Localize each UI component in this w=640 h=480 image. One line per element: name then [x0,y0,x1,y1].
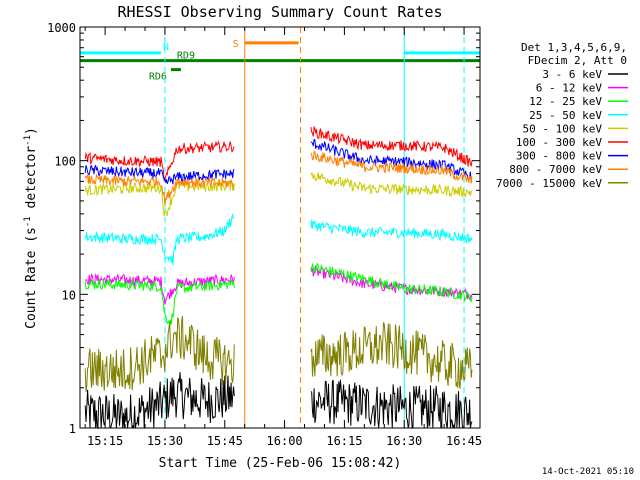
legend-label: 300 - 800 keV [516,150,602,163]
x-tick-label: 15:45 [207,434,243,448]
instrument-state-flags: N RD9 RD6 S [80,39,480,83]
legend-label: 12 - 25 keV [529,95,602,108]
legend-header-line: FDecim 2, Att 0 [528,54,627,67]
legend-header-line: Det 1,3,4,5,6,9, [521,41,627,54]
y-axis-label: Count Rate (s-1 detector-1) [23,127,39,329]
series-layer [84,125,473,430]
legend-label: 100 - 300 keV [516,136,602,149]
legend-label: 6 - 12 keV [536,82,603,95]
legend: Det 1,3,4,5,6,9,FDecim 2, Att 03 - 6 keV… [496,41,628,190]
series-line-50-100-keV [84,171,473,217]
series-line-7000-15000-keV [84,315,473,393]
x-tick-label: 16:45 [446,434,482,448]
series-line-12-25-keV [84,262,473,327]
series-line-100-300-keV [84,125,473,182]
plot-frame [79,26,481,429]
series-line-300-800-keV [84,138,473,185]
flag-label-s: S [233,39,239,50]
y-tick-label: 1 [69,422,76,436]
legend-label: 3 - 6 keV [542,68,602,81]
series-line-6-12-keV [84,264,473,305]
y-tick-label: 10 [62,288,76,302]
x-tick-label: 16:00 [267,434,303,448]
y-tick-label: 100 [54,155,76,169]
flag-label-n: N [163,42,169,53]
flag-label-rd6: RD6 [149,72,167,83]
series-line-800-7000-keV [84,150,473,207]
y-tick-label: 1000 [47,21,76,35]
legend-label: 7000 - 15000 keV [496,177,602,190]
legend-label: 800 - 7000 keV [509,163,602,176]
x-axis: 15:15 15:30 15:45 16:00 16:15 16:30 16:45 [84,27,482,448]
x-tick-label: 15:15 [87,434,123,448]
generation-timestamp: 14-Oct-2021 05:10 [542,467,634,477]
x-tick-label: 16:15 [326,434,362,448]
x-axis-label: Start Time (25-Feb-06 15:08:42) [159,456,402,471]
legend-label: 50 - 100 keV [523,122,603,135]
x-tick-label: 15:30 [147,434,183,448]
y-axis: 1 10 100 1000 [47,21,480,436]
legend-label: 25 - 50 keV [529,109,602,122]
series-line-25-50-keV [84,213,473,266]
flag-label-rd9: RD9 [177,51,195,62]
chart-title: RHESSI Observing Summary Count Rates [117,3,442,21]
x-tick-label: 16:30 [386,434,422,448]
